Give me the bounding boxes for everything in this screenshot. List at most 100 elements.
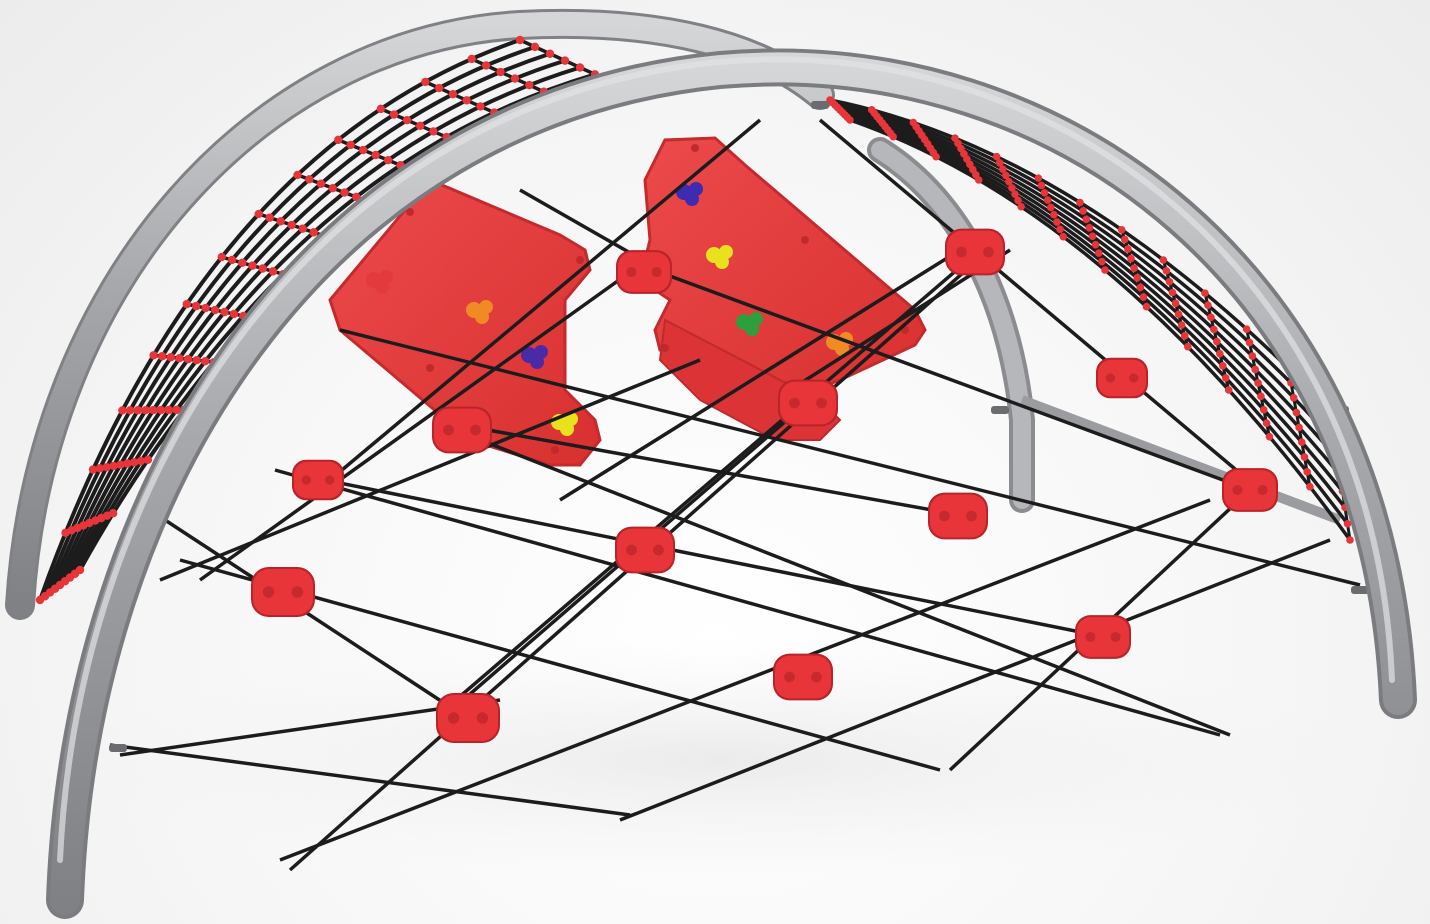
rope-anchor <box>811 101 829 109</box>
rope-knot <box>1014 196 1022 205</box>
rope-knot <box>575 63 585 72</box>
plate-bolt <box>1085 631 1096 643</box>
rope-knot <box>402 115 412 125</box>
rope-connector-plate <box>438 695 498 741</box>
rope-knot <box>118 406 127 415</box>
plate-bolt <box>983 246 994 258</box>
rope-knot <box>1127 254 1135 263</box>
rope-knot <box>182 299 191 309</box>
rope-knot <box>358 145 368 155</box>
rope-knot <box>1297 438 1306 447</box>
rope-knot <box>109 461 118 471</box>
plate-bolt <box>651 266 662 278</box>
rope-knot <box>172 405 181 415</box>
rope-knot <box>248 261 257 270</box>
plate-bolt <box>653 544 664 556</box>
rope-knot <box>376 104 386 114</box>
rope-connector-plate <box>930 494 986 538</box>
rope-connector-plate <box>434 408 490 452</box>
rope-knot <box>183 355 193 364</box>
plate-bolt <box>811 671 822 683</box>
rope-knot <box>164 405 174 415</box>
rope-knot <box>1289 393 1298 402</box>
net-rope <box>559 248 961 502</box>
rope-knot <box>1079 207 1087 215</box>
rope-knot <box>1303 468 1311 476</box>
net-rope <box>109 743 631 817</box>
rope-connector-plate <box>1098 359 1146 397</box>
plate-bolt <box>291 586 304 598</box>
rope-knot <box>1180 332 1189 340</box>
rope-knot <box>1219 361 1227 370</box>
rope-knot <box>328 183 337 193</box>
net-rope <box>639 263 1251 492</box>
rope-knot <box>429 127 438 136</box>
rope-knot <box>175 354 184 363</box>
rope-knot <box>1177 321 1186 329</box>
rope-knot <box>1059 232 1067 241</box>
panel-bolt <box>691 144 699 152</box>
rope-knot <box>992 152 1001 161</box>
rope-knot <box>1124 245 1132 253</box>
plate-bolt <box>789 397 800 409</box>
rope-knot <box>481 61 491 70</box>
panel-bolt <box>551 446 559 454</box>
rope-knot <box>1008 184 1016 192</box>
rope-knot <box>467 54 476 64</box>
rope-knot <box>1162 267 1171 275</box>
rope-knot <box>1216 349 1224 358</box>
rope-connector-plate <box>1077 617 1129 657</box>
climbing-hold <box>835 342 849 356</box>
climbing-hold <box>530 355 544 369</box>
rope-knot <box>258 264 267 273</box>
plate-bolt <box>966 510 977 522</box>
climbing-hold <box>560 422 574 436</box>
rope-knot <box>1224 386 1233 394</box>
rope-knot <box>1098 257 1106 266</box>
rope-knot <box>254 209 263 219</box>
rope-knot <box>265 213 274 222</box>
net-rope <box>454 428 1231 737</box>
rope-knot <box>1076 198 1084 207</box>
rope-connector-plate <box>1224 470 1276 510</box>
panel-bolt <box>576 256 584 264</box>
rope-knot <box>227 255 237 265</box>
rope-knot <box>371 150 380 160</box>
rope-knot <box>238 258 247 267</box>
rope-knot <box>1257 392 1265 401</box>
rope-knot <box>1136 283 1145 292</box>
panel-bolt <box>426 364 434 372</box>
rope-knot <box>1133 274 1142 282</box>
rope-knot <box>1346 536 1354 544</box>
rope-knot <box>130 458 139 467</box>
net-rope <box>339 328 1361 587</box>
rope-knot <box>1343 519 1352 528</box>
rope-knot <box>1159 256 1168 264</box>
panel-bolt <box>406 208 414 216</box>
rope-knot <box>1088 232 1097 241</box>
net-rope <box>58 65 581 586</box>
net-rope <box>274 468 1221 737</box>
rope-knot <box>1295 423 1303 432</box>
rope-knot <box>1056 225 1064 234</box>
rope-knot <box>1210 325 1218 334</box>
plate-bolt <box>470 424 481 436</box>
panel-bolt <box>801 236 809 244</box>
rope-knot <box>1213 337 1221 346</box>
rope-knot <box>116 460 125 469</box>
rope-knot <box>1142 302 1151 311</box>
net-rope <box>43 44 536 597</box>
rope-knot <box>389 110 399 119</box>
rope-knot <box>1174 310 1183 318</box>
rope-knot <box>149 405 158 415</box>
plate-bolt <box>626 266 637 278</box>
plate-bolt <box>1257 484 1268 496</box>
rope-knot <box>1053 218 1061 226</box>
climbing-holds <box>366 144 909 454</box>
rope-knot <box>1165 277 1174 286</box>
net-rope <box>198 263 642 582</box>
plate-bolt <box>939 510 950 522</box>
rope-knot <box>316 179 326 188</box>
net-rope <box>619 538 1331 822</box>
rope-connector-plate <box>780 381 836 425</box>
